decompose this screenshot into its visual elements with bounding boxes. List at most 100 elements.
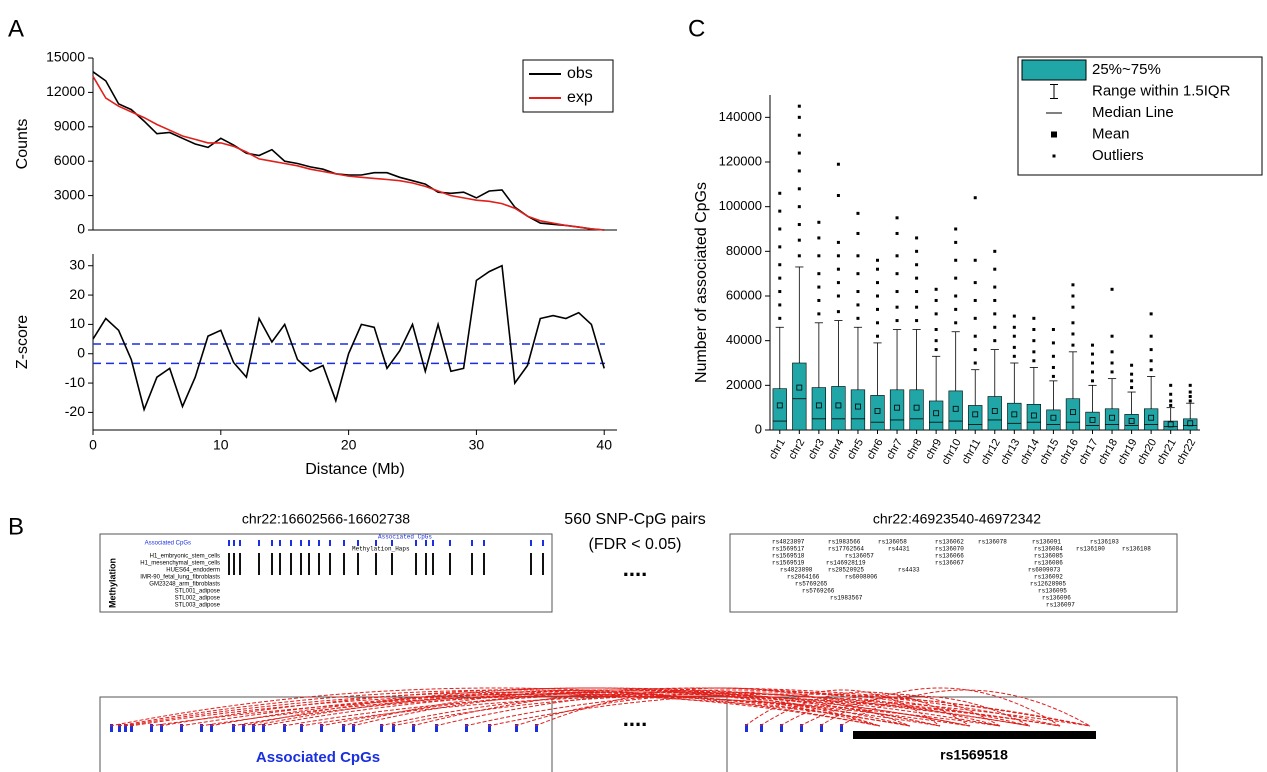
outlier (817, 299, 820, 302)
outlier (1169, 404, 1172, 407)
cpg-tick (449, 540, 451, 546)
x-tick-label: 40 (596, 437, 612, 453)
outlier (915, 263, 918, 266)
outlier (1013, 335, 1016, 338)
cpg-tick (271, 540, 273, 546)
outlier (798, 205, 801, 208)
outlier (896, 216, 899, 219)
cpg-tick (343, 540, 345, 546)
outlier (1052, 355, 1055, 358)
cpg-tick (233, 540, 235, 546)
y-tick-label: 6000 (54, 152, 85, 168)
snp-id: rs6009073 (1028, 567, 1061, 574)
outlier (798, 239, 801, 242)
outlier (954, 308, 957, 311)
outlier (1150, 312, 1153, 315)
outlier (954, 259, 957, 262)
legend-swatch (1022, 60, 1086, 80)
outlier (1169, 384, 1172, 387)
outlier (935, 312, 938, 315)
box (792, 363, 806, 430)
y-tick-label: 40000 (726, 332, 762, 347)
outlier (817, 286, 820, 289)
y-tick-label: 120000 (719, 153, 762, 168)
cpg-tick (308, 540, 310, 546)
outlier (993, 250, 996, 253)
track-label: GM23248_arm_fibroblasts (149, 582, 220, 588)
outlier (1052, 341, 1055, 344)
cpg-tick (432, 540, 434, 546)
outlier (856, 317, 859, 320)
box (1027, 404, 1041, 430)
legend-swatch (1053, 155, 1056, 158)
outlier (896, 254, 899, 257)
outlier (778, 245, 781, 248)
legend-label: Median Line (1092, 104, 1174, 121)
outlier (1111, 370, 1114, 373)
cpg-label: Associated CpGs (256, 749, 380, 766)
outlier (954, 228, 957, 231)
track-label: H1_mesenchymal_stem_cells (140, 561, 220, 567)
outlier (1111, 350, 1114, 353)
outlier (974, 362, 977, 365)
outlier (1130, 373, 1133, 376)
snp-bar (853, 731, 1096, 739)
outlier (876, 268, 879, 271)
cpg-tick (357, 540, 359, 546)
legend-label: Mean (1092, 125, 1130, 142)
methylation-block (318, 553, 320, 575)
y-tick-label: 100000 (719, 198, 762, 213)
outlier (915, 250, 918, 253)
methylation-block (357, 553, 359, 575)
methylation-block (228, 553, 230, 575)
cpg-tick (239, 540, 241, 546)
y-tick-label: 15000 (46, 49, 85, 65)
track-label: H1_embryonic_stem_cells (150, 554, 220, 560)
y-tick-label: 20000 (726, 377, 762, 392)
y-tick-label: 0 (77, 221, 85, 237)
outlier (817, 272, 820, 275)
outlier (837, 295, 840, 298)
outlier (1130, 386, 1133, 389)
outlier (1150, 359, 1153, 362)
snp-label: rs1569518 (940, 747, 1008, 763)
snp-id: rs17762564 (828, 546, 864, 553)
methylation-block (449, 553, 451, 575)
legend-label: exp (567, 89, 593, 106)
outlier (1169, 393, 1172, 396)
y-tick-label: 0 (755, 421, 762, 436)
snp-id: rs136078 (978, 539, 1007, 546)
outlier (974, 335, 977, 338)
outlier (1013, 326, 1016, 329)
outlier (778, 317, 781, 320)
outlier (954, 277, 957, 280)
snp-id: rs12628905 (1030, 581, 1066, 588)
track-label: HUES64_endoderm (166, 568, 220, 574)
snp-id: rs1983567 (830, 595, 863, 602)
outlier (837, 194, 840, 197)
x-tick-label: chr1 (767, 437, 788, 462)
track-label: STL002_adipose (175, 596, 221, 602)
outlier (1032, 359, 1035, 362)
outlier (1189, 395, 1192, 398)
cpg-tick (483, 540, 485, 546)
outlier (935, 339, 938, 342)
x-tick-label: chr8 (904, 437, 925, 462)
outlier (974, 299, 977, 302)
snp-id: rs146928119 (826, 560, 866, 567)
snp-id: rs136086 (1034, 560, 1063, 567)
outlier (974, 281, 977, 284)
x-tick-label: chr5 (845, 437, 866, 462)
figure: A B C chr22:16602566-16602738 chr22:4692… (0, 0, 1267, 772)
outlier (1071, 295, 1074, 298)
outlier (1130, 379, 1133, 382)
cpg-tick (530, 540, 532, 546)
snp-id: rs136066 (935, 553, 964, 560)
outlier (915, 236, 918, 239)
outlier (876, 259, 879, 262)
legend-label: 25%~75% (1092, 61, 1161, 78)
cpg-tick (471, 540, 473, 546)
methylation-block (271, 553, 273, 575)
outlier (993, 339, 996, 342)
snp-id: rs5769266 (802, 588, 835, 595)
